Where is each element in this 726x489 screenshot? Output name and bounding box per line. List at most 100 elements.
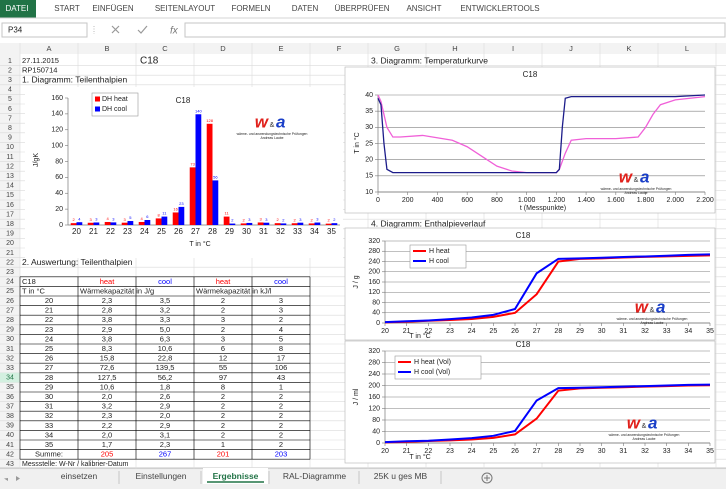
ribbon-tab[interactable]: START xyxy=(54,4,80,13)
row-header[interactable]: 41 xyxy=(6,442,14,449)
add-sheet-icon[interactable] xyxy=(481,472,493,484)
row-header[interactable]: 10 xyxy=(6,144,14,151)
table-cell: 2 xyxy=(221,411,225,420)
row-header[interactable]: 29 xyxy=(6,327,14,334)
sheet-tab[interactable]: einsetzen xyxy=(61,471,98,481)
row-header[interactable]: 43 xyxy=(6,461,14,468)
bar xyxy=(223,216,230,225)
row-header[interactable]: 30 xyxy=(6,336,14,343)
bar xyxy=(206,123,213,225)
column-header[interactable]: B xyxy=(104,44,109,53)
y-tick-label: 10 xyxy=(365,189,373,196)
ribbon-tab[interactable]: ÜBERPRÜFEN xyxy=(334,4,389,13)
column-header[interactable]: C xyxy=(162,44,168,53)
table-cell: 3,5 xyxy=(160,296,170,305)
sum-label: Summe: xyxy=(35,450,63,459)
row-header[interactable]: 32 xyxy=(6,355,14,362)
row-header[interactable]: 21 xyxy=(6,250,14,257)
row-header[interactable]: 31 xyxy=(6,346,14,353)
x-tick-label: 32 xyxy=(641,328,649,335)
row-header[interactable]: 25 xyxy=(6,288,14,295)
name-box-text[interactable]: P34 xyxy=(8,26,23,35)
column-header[interactable]: H xyxy=(452,44,457,53)
row-header[interactable]: 34 xyxy=(6,375,14,382)
ribbon-tab[interactable]: EINFÜGEN xyxy=(92,4,134,13)
row-header[interactable]: 4 xyxy=(8,87,12,94)
row-header[interactable]: 40 xyxy=(6,432,14,439)
sheet-tab[interactable]: Ergebnisse xyxy=(213,471,259,481)
row-header[interactable]: 24 xyxy=(6,279,14,286)
row-header[interactable]: 18 xyxy=(6,221,14,228)
chart-area xyxy=(344,66,716,214)
sheet-nav-icons[interactable] xyxy=(4,476,20,481)
row-header[interactable]: 2 xyxy=(8,67,12,74)
row-header[interactable]: 19 xyxy=(6,231,14,238)
row-header[interactable]: 3 xyxy=(8,77,12,84)
row-header[interactable]: 35 xyxy=(6,384,14,391)
ribbon-tab[interactable]: ANSICHT xyxy=(406,4,441,13)
legend-entry: H cool (Vol) xyxy=(414,369,450,376)
x-tick-label: 30 xyxy=(242,227,251,236)
table-cell: 1,8 xyxy=(160,382,170,391)
column-header[interactable]: K xyxy=(626,44,631,53)
row-header[interactable]: 15 xyxy=(6,192,14,199)
formula-input[interactable] xyxy=(184,22,726,38)
ribbon-tab[interactable]: SEITENLAYOUT xyxy=(155,4,215,13)
column-header[interactable]: L xyxy=(685,44,689,53)
row-header[interactable]: 20 xyxy=(6,240,14,247)
table-cell: 2,3 xyxy=(160,440,170,449)
row-header[interactable]: 9 xyxy=(8,135,12,142)
column-header[interactable]: J xyxy=(569,44,573,53)
row-header[interactable]: 7 xyxy=(8,115,12,122)
x-tick-label: 25 xyxy=(157,227,166,236)
row-header[interactable]: 16 xyxy=(6,202,14,209)
table-cell: 3,8 xyxy=(102,315,112,324)
row-header[interactable]: 14 xyxy=(6,183,14,190)
row-header[interactable]: 22 xyxy=(6,259,14,266)
column-header[interactable]: A xyxy=(46,44,51,53)
ribbon-tab[interactable]: DATEN xyxy=(292,4,319,13)
ribbon-tab[interactable]: ENTWICKLERTOOLS xyxy=(460,4,539,13)
table-cell: 10,6 xyxy=(100,382,115,391)
x-tick-label: 1.800 xyxy=(637,197,655,204)
column-header[interactable]: G xyxy=(394,44,400,53)
row-header[interactable]: 12 xyxy=(6,163,14,170)
x-tick-label: 35 xyxy=(706,328,714,335)
row-header[interactable]: 26 xyxy=(6,298,14,305)
row-header[interactable]: 13 xyxy=(6,173,14,180)
cell-text: 3. Diagramm: Temperaturkurve xyxy=(371,55,488,65)
sheet-tab[interactable]: Einstellungen xyxy=(135,471,186,481)
row-header[interactable]: 17 xyxy=(6,211,14,218)
row-header[interactable]: 39 xyxy=(6,423,14,430)
name-box[interactable] xyxy=(1,22,88,38)
row-header[interactable]: 42 xyxy=(6,451,14,458)
row-header[interactable]: 38 xyxy=(6,413,14,420)
column-header[interactable]: D xyxy=(220,44,226,53)
cancel-icon[interactable] xyxy=(111,25,120,34)
row-header[interactable]: 11 xyxy=(6,154,13,161)
row-header[interactable]: 28 xyxy=(6,317,14,324)
bar xyxy=(257,222,264,225)
row-header[interactable]: 8 xyxy=(8,125,12,132)
row-header[interactable]: 27 xyxy=(6,307,14,314)
row-header[interactable]: 33 xyxy=(6,365,14,372)
row-header[interactable]: 36 xyxy=(6,394,14,401)
ribbon-tab[interactable]: FORMELN xyxy=(231,4,270,13)
enter-icon[interactable] xyxy=(137,25,148,34)
sheet-tab[interactable]: RAL-Diagramme xyxy=(283,471,347,481)
column-header[interactable]: F xyxy=(337,44,342,53)
bar-value-label: 3 xyxy=(316,217,319,222)
ribbon-tab[interactable]: DATEI xyxy=(6,4,29,13)
x-tick-label: 2.000 xyxy=(667,197,685,204)
bar-value-label: 2 xyxy=(276,217,279,222)
x-tick-label: 1.400 xyxy=(577,197,595,204)
column-header[interactable]: E xyxy=(278,44,283,53)
column-header[interactable]: I xyxy=(512,44,514,53)
row-header[interactable]: 37 xyxy=(6,403,14,410)
row-header[interactable]: 1 xyxy=(8,58,12,65)
row-header[interactable]: 23 xyxy=(6,269,14,276)
logo-caption: Andreas Laube xyxy=(261,136,284,140)
row-header[interactable]: 5 xyxy=(8,96,12,103)
sheet-tab[interactable]: 25K u ges MB xyxy=(374,471,428,481)
row-header[interactable]: 6 xyxy=(8,106,12,113)
